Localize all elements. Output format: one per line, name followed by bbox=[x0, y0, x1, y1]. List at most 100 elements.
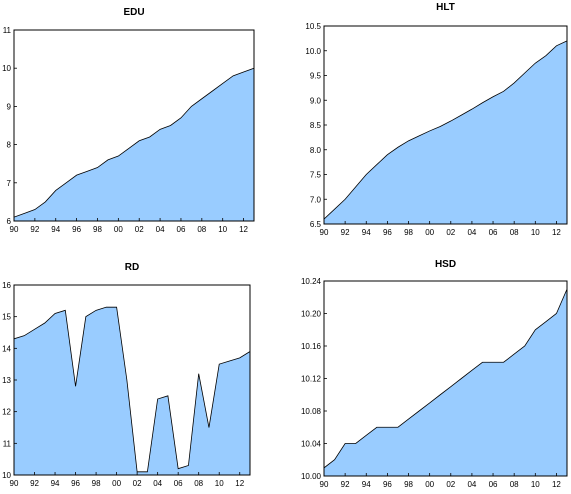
hlt-point-1992 bbox=[345, 199, 346, 200]
edu-title: EDU bbox=[123, 7, 144, 18]
hlt-point-2009 bbox=[524, 72, 525, 73]
edu-ytick-label: 9 bbox=[7, 102, 12, 111]
hsd-ytick-label: 10.24 bbox=[301, 277, 322, 286]
hlt-ytick-label: 7.0 bbox=[310, 195, 322, 204]
hlt-point-1997 bbox=[397, 147, 398, 148]
hsd-title: HSD bbox=[435, 259, 456, 270]
rd-point-2003 bbox=[147, 471, 148, 472]
edu-point-2012 bbox=[243, 71, 244, 72]
hlt-area-series bbox=[323, 40, 568, 225]
hsd-ytick-label: 10.12 bbox=[301, 375, 322, 384]
hlt-title: HLT bbox=[436, 2, 455, 13]
hsd-point-1998 bbox=[408, 419, 409, 420]
hsd-point-2008 bbox=[514, 354, 515, 355]
rd-point-2004 bbox=[157, 398, 158, 399]
rd-point-2011 bbox=[229, 360, 230, 361]
hlt-xtick-label: 90 bbox=[320, 228, 329, 237]
edu-point-2009 bbox=[212, 91, 213, 92]
hlt-point-2002 bbox=[450, 120, 451, 121]
edu-point-1992 bbox=[34, 209, 35, 210]
edu-point-1994 bbox=[55, 190, 56, 191]
edu-point-2004 bbox=[159, 129, 160, 130]
edu-plot-frame bbox=[13, 29, 255, 222]
rd-title: RD bbox=[125, 262, 139, 273]
edu-ytick-label: 10 bbox=[2, 64, 11, 73]
rd-point-2009 bbox=[208, 427, 209, 428]
edu-xtick-label: 10 bbox=[218, 225, 227, 234]
hsd-xtick-label: 00 bbox=[425, 480, 434, 489]
rd-xtick-label: 94 bbox=[51, 479, 60, 488]
hsd-ytick-label: 10.16 bbox=[301, 342, 322, 351]
rd-point-1991 bbox=[24, 335, 25, 336]
hlt-point-2011 bbox=[545, 55, 546, 56]
edu-point-1996 bbox=[76, 175, 77, 176]
rd-xtick-label: 02 bbox=[133, 479, 142, 488]
hlt-xtick-label: 04 bbox=[467, 228, 476, 237]
edu-point-1993 bbox=[45, 201, 46, 202]
hsd-xtick-label: 10 bbox=[531, 480, 540, 489]
rd-xtick-label: 96 bbox=[71, 479, 80, 488]
hlt-ytick-label: 9.0 bbox=[310, 96, 322, 105]
hlt-point-1991 bbox=[334, 209, 335, 210]
rd-point-2000 bbox=[116, 307, 117, 308]
rd-ytick-label: 10 bbox=[2, 471, 11, 480]
hlt-point-2010 bbox=[535, 63, 536, 64]
rd-xtick-label: 12 bbox=[235, 479, 244, 488]
hlt-point-1993 bbox=[355, 186, 356, 187]
rd-point-2001 bbox=[126, 379, 127, 380]
edu-area-series bbox=[13, 67, 255, 222]
hlt-chart: HLT 6.5 7.0 7.5 8.0 8.5 9.0 9.5 10.0 10.5 90 92 94 96… bbox=[305, 2, 568, 237]
hsd-xtick-label: 90 bbox=[320, 480, 329, 489]
hlt-point-2001 bbox=[440, 126, 441, 127]
hlt-ytick-label: 6.5 bbox=[310, 220, 322, 229]
hlt-xtick-label: 12 bbox=[552, 228, 561, 237]
edu-xtick-label: 00 bbox=[114, 225, 123, 234]
rd-point-1994 bbox=[54, 313, 55, 314]
hlt-point-2007 bbox=[503, 91, 504, 92]
edu-chart: EDU 6 7 8 9 10 11 90 92 94 96 98 00 02 04 06 08 10 12 bbox=[2, 7, 255, 234]
hsd-xtick-label: 94 bbox=[362, 480, 371, 489]
hsd-xtick-label: 08 bbox=[510, 480, 519, 489]
rd-point-1995 bbox=[65, 310, 66, 311]
rd-xtick-label: 06 bbox=[174, 479, 183, 488]
rd-area-series bbox=[13, 306, 251, 476]
hsd-xtick-label: 04 bbox=[467, 480, 476, 489]
edu-point-2003 bbox=[149, 136, 150, 137]
hsd-xtick-label: 98 bbox=[404, 480, 413, 489]
hlt-point-2012 bbox=[556, 45, 557, 46]
hsd-point-1992 bbox=[345, 443, 346, 444]
hlt-xtick-label: 06 bbox=[489, 228, 498, 237]
edu-xtick-label: 06 bbox=[177, 225, 186, 234]
hlt-xtick-label: 96 bbox=[383, 228, 392, 237]
edu-xtick-label: 98 bbox=[93, 225, 102, 234]
hsd-point-2010 bbox=[535, 329, 536, 330]
hsd-point-1995 bbox=[376, 427, 377, 428]
hsd-ytick-label: 10.20 bbox=[301, 310, 322, 319]
hsd-xtick-label: 96 bbox=[383, 480, 392, 489]
hsd-point-2002 bbox=[450, 386, 451, 387]
edu-point-2000 bbox=[118, 155, 119, 156]
hlt-ytick-label: 10.5 bbox=[305, 22, 321, 31]
edu-point-2011 bbox=[233, 75, 234, 76]
hlt-point-1995 bbox=[376, 164, 377, 165]
edu-ytick-label: 7 bbox=[7, 179, 12, 188]
hlt-point-2006 bbox=[492, 96, 493, 97]
edu-xtick-label: 94 bbox=[51, 225, 60, 234]
hlt-xtick-label: 98 bbox=[404, 228, 413, 237]
rd-point-2010 bbox=[219, 364, 220, 365]
rd-point-1996 bbox=[75, 386, 76, 387]
edu-point-2007 bbox=[191, 106, 192, 107]
hlt-point-2008 bbox=[514, 82, 515, 83]
edu-point-1998 bbox=[97, 167, 98, 168]
edu-point-2005 bbox=[170, 125, 171, 126]
hlt-xtick-label: 02 bbox=[446, 228, 455, 237]
hsd-point-2012 bbox=[556, 313, 557, 314]
hlt-ytick-label: 9.5 bbox=[310, 72, 322, 81]
hlt-ytick-label: 10.0 bbox=[305, 47, 321, 56]
rd-ytick-label: 14 bbox=[2, 344, 11, 353]
hlt-xtick-label: 00 bbox=[425, 228, 434, 237]
hsd-point-1994 bbox=[366, 435, 367, 436]
hsd-ytick-label: 10.00 bbox=[301, 472, 322, 481]
edu-point-1999 bbox=[107, 159, 108, 160]
hlt-point-2004 bbox=[471, 109, 472, 110]
